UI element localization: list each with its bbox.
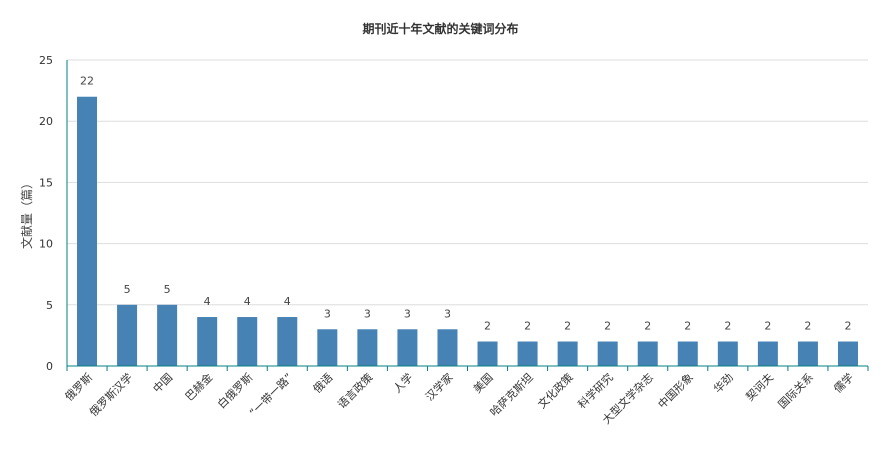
- bar[interactable]: [797, 341, 818, 366]
- bar[interactable]: [677, 341, 698, 366]
- bar-value-label: 22: [80, 75, 94, 88]
- x-tick-label: “一带一路”: [247, 371, 295, 419]
- axes: 0510152025俄罗斯俄罗斯汉学 中国 巴赫金 白俄罗斯“一带一路” 俄语 语言政策人…: [39, 54, 869, 427]
- bar-value-label: 2: [844, 320, 851, 333]
- x-tick-label: 儒学: [831, 370, 856, 395]
- x-tick-label: 哈萨克斯坦: [487, 370, 536, 419]
- bar-value-label: 3: [364, 307, 371, 320]
- x-tick-label: 科学研究: [575, 370, 616, 411]
- data-labels: 225 54 4 43 3 3 32 2 2 2 2 2 2 2 2 2: [80, 75, 851, 333]
- x-tick-label: 华劲: [710, 370, 735, 395]
- bar-value-label: 4: [284, 295, 291, 308]
- y-axis-title: 文献量（篇）: [19, 177, 34, 249]
- x-tick-label: 美国: [471, 371, 496, 396]
- bar[interactable]: [837, 341, 858, 366]
- x-tick-label: 汉学家: [422, 370, 455, 403]
- bar[interactable]: [757, 341, 778, 366]
- chart-title: 期刊近十年文献的关键词分布: [362, 22, 519, 36]
- bar[interactable]: [637, 341, 658, 366]
- bar[interactable]: [117, 304, 138, 366]
- x-tick-label: 巴赫金: [182, 370, 215, 403]
- bar[interactable]: [277, 317, 298, 366]
- bar-value-label: 3: [444, 307, 451, 320]
- bar[interactable]: [557, 341, 578, 366]
- x-tick-label: 中国形象: [656, 371, 696, 411]
- bar-value-label: 5: [164, 283, 171, 296]
- bar[interactable]: [397, 329, 418, 366]
- bar-value-label: 2: [564, 320, 571, 333]
- x-tick-label: 俄罗斯: [63, 371, 96, 404]
- bar[interactable]: [517, 341, 538, 366]
- grid-lines: [67, 59, 868, 306]
- x-tick-label: 中国: [150, 371, 175, 396]
- bar[interactable]: [437, 329, 458, 366]
- bar-value-label: 3: [404, 307, 411, 320]
- bar-value-label: 2: [484, 320, 491, 333]
- x-tick-label: 人学: [390, 370, 415, 395]
- x-tick-label: 语言政策: [334, 370, 375, 411]
- y-tick-label: 10: [39, 238, 53, 251]
- y-tick-label: 0: [46, 360, 53, 373]
- bar[interactable]: [197, 317, 218, 366]
- bar[interactable]: [717, 341, 738, 366]
- bar-value-label: 2: [644, 320, 651, 333]
- x-tick-label: 白俄罗斯: [214, 370, 255, 411]
- y-tick-label: 25: [39, 54, 53, 67]
- bar-value-label: 4: [204, 295, 211, 308]
- bars: [77, 96, 858, 366]
- bar-value-label: 2: [604, 320, 611, 333]
- x-tick-label: 文化政策: [535, 370, 576, 411]
- bar[interactable]: [477, 341, 498, 366]
- x-tick-label: 契诃夫: [743, 370, 776, 403]
- y-tick-label: 5: [46, 299, 53, 312]
- bar-value-label: 2: [764, 320, 771, 333]
- bar-value-label: 4: [244, 295, 251, 308]
- x-tick-label: 俄语: [311, 371, 336, 396]
- bar-value-label: 3: [324, 307, 331, 320]
- bar-value-label: 2: [684, 320, 691, 333]
- y-tick-label: 20: [39, 115, 53, 128]
- bar-value-label: 2: [524, 320, 531, 333]
- bar-value-label: 5: [124, 283, 131, 296]
- bar-value-label: 2: [724, 320, 731, 333]
- bar[interactable]: [77, 96, 98, 366]
- bar-value-label: 2: [804, 320, 811, 333]
- bar[interactable]: [317, 329, 338, 366]
- bar[interactable]: [357, 329, 378, 366]
- x-tick-label: 国际关系: [775, 370, 816, 411]
- bar[interactable]: [597, 341, 618, 366]
- y-tick-label: 15: [39, 176, 53, 189]
- bar[interactable]: [237, 317, 258, 366]
- x-tick-label: 俄罗斯汉学: [86, 370, 135, 419]
- bar[interactable]: [157, 304, 178, 366]
